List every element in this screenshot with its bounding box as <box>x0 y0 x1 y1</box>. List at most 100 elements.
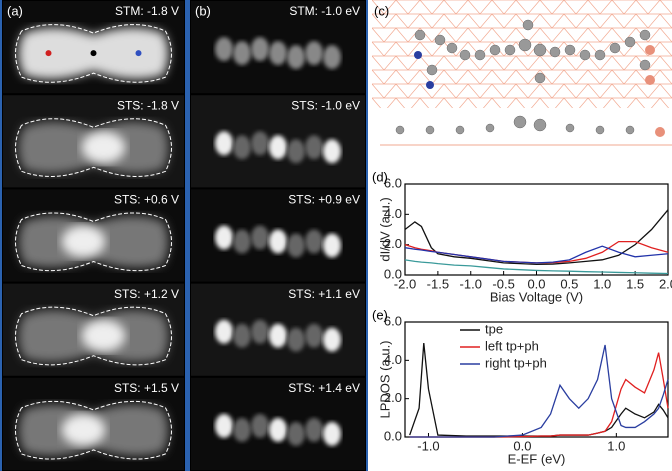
orbital-lobe <box>323 327 341 352</box>
image: STS: +1.5 V <box>3 377 184 470</box>
image-label: STM: -1.0 eV <box>289 4 360 18</box>
legend-label: tpe <box>485 321 503 336</box>
image: STS: -1.8 V <box>3 95 184 188</box>
image: STS: +1.4 eV <box>191 377 365 470</box>
series-line <box>404 245 669 264</box>
x-tick-label: -1.0 <box>460 276 482 291</box>
orbital-lobe <box>215 37 233 62</box>
orbital-lobe <box>233 135 251 160</box>
orbital-lobe <box>269 41 287 66</box>
orbital-lobe <box>269 229 287 254</box>
orbital-lobe <box>215 413 233 438</box>
orbital-lobe <box>251 413 269 438</box>
orbital-lobe <box>233 229 251 254</box>
x-tick-label: 1.0 <box>607 438 625 453</box>
legend-label: left tp+ph <box>485 338 539 353</box>
y-tick-label: 6.0 <box>384 313 402 328</box>
outline <box>15 24 172 83</box>
panel-label: (a) <box>7 3 23 18</box>
y-axis-title: dI/dV (a.u.) <box>377 197 392 261</box>
outline <box>15 118 172 177</box>
orbital-lobe <box>287 327 305 352</box>
y-tick-label: 4.0 <box>384 352 402 367</box>
image: STS: +1.1 eV <box>191 283 365 376</box>
orbital-lobe <box>233 417 251 442</box>
y-tick-label: 2.0 <box>384 390 402 405</box>
x-tick-label: -1.0 <box>417 438 439 453</box>
image-label: STS: -1.8 V <box>117 98 179 112</box>
orbital-lobe <box>305 41 323 66</box>
x-tick-label: -0.5 <box>492 276 514 291</box>
panel-label: (c) <box>374 3 389 18</box>
y-tick-label: 0.0 <box>384 428 402 443</box>
panel-label: (e) <box>372 307 388 322</box>
image: STS: +0.6 V <box>3 189 184 282</box>
x-tick-label: -2.0 <box>394 276 416 291</box>
legend-label: right tp+ph <box>485 355 547 370</box>
y-tick-label: 0.0 <box>384 266 402 281</box>
orbital-lobe <box>287 421 305 446</box>
orbital-lobe <box>269 417 287 442</box>
orbital-lobe <box>251 319 269 344</box>
orbital-lobe <box>287 233 305 258</box>
orbital-lobe <box>269 323 287 348</box>
dot <box>45 50 52 57</box>
orbital-lobe <box>323 233 341 258</box>
orbital-lobe <box>323 421 341 446</box>
molecule <box>380 19 672 146</box>
image-label: STS: +0.9 eV <box>288 193 360 207</box>
orbital-lobe <box>323 45 341 70</box>
x-tick-label: 0.0 <box>513 438 531 453</box>
orbital-lobe <box>215 225 233 250</box>
orbital-lobe <box>215 319 233 344</box>
orbital-lobe <box>305 135 323 160</box>
y-tick-label: 2.0 <box>384 236 402 251</box>
orbital-lobe <box>305 417 323 442</box>
orbital-lobe <box>269 135 287 160</box>
panel-label: (b) <box>195 3 211 18</box>
dot <box>135 50 142 57</box>
orbital-lobe <box>251 37 269 62</box>
bright-spot <box>61 225 106 258</box>
x-tick-label: 1.5 <box>626 276 644 291</box>
panel-label: (d) <box>372 169 388 184</box>
x-axis-title: E-EF (eV) <box>508 451 566 466</box>
image-label: STS: +1.5 V <box>114 381 179 395</box>
image-label: STS: +1.4 eV <box>288 381 360 395</box>
orbital-lobe <box>215 131 233 156</box>
image: STS: +1.2 V <box>3 283 184 376</box>
orbital-lobe <box>251 225 269 250</box>
orbital-lobe <box>305 323 323 348</box>
x-tick-label: 0.0 <box>527 276 545 291</box>
outline <box>15 212 172 272</box>
y-tick-label: 6.0 <box>384 175 402 190</box>
image-label: STS: -1.0 eV <box>291 98 360 112</box>
bright-spot <box>61 413 106 446</box>
orbital-lobe <box>233 323 251 348</box>
series-line <box>404 259 669 275</box>
dot <box>90 50 97 57</box>
y-tick-label: 4.0 <box>384 206 402 221</box>
image: STM: -1.8 V <box>3 1 184 94</box>
x-tick-label: -1.5 <box>427 276 449 291</box>
image-label: STS: +1.2 V <box>114 287 179 301</box>
orbital-lobe <box>305 229 323 254</box>
bright-spot <box>81 319 126 352</box>
bright-spot <box>81 131 126 164</box>
lattice <box>372 0 672 108</box>
x-axis-title: Bias Voltage (V) <box>490 289 583 304</box>
orbital-lobe <box>233 41 251 66</box>
series-line <box>404 209 669 266</box>
outline <box>15 306 172 366</box>
image-label: STS: +1.1 eV <box>288 287 360 301</box>
series-line <box>409 344 669 438</box>
orbital-lobe <box>251 131 269 156</box>
image: STM: -1.0 eV <box>191 1 365 94</box>
image: STS: +0.9 eV <box>191 189 365 282</box>
image-label: STM: -1.8 V <box>115 4 179 18</box>
image-label: STS: +0.6 V <box>114 193 179 207</box>
outline <box>15 400 172 460</box>
orbital-lobe <box>287 45 305 70</box>
